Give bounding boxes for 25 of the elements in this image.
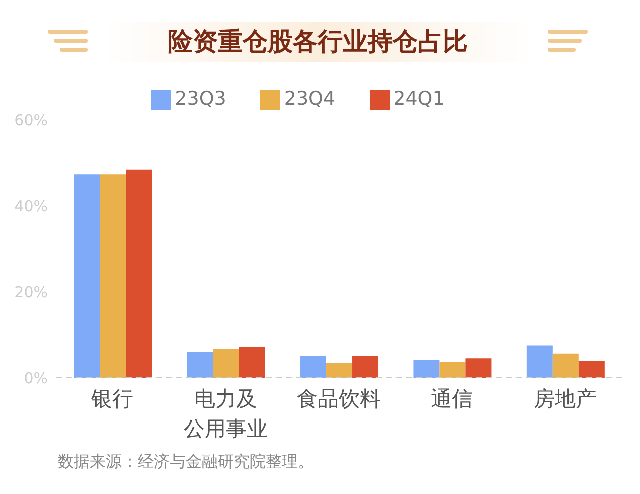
bar [440,362,466,378]
bar [213,349,240,378]
bar [326,362,353,378]
chart-title: 险资重仓股各行业持仓占比 [167,26,469,58]
bar [74,174,100,378]
bar [466,358,492,378]
legend-label: 23Q4 [284,88,336,110]
source-note: 数据来源：经济与金融研究院整理。 [58,452,314,473]
legend-label: 23Q3 [175,88,226,110]
bar [526,346,553,378]
bar [352,356,379,378]
x-tick-label: 银行 [90,387,134,411]
bar [300,356,327,378]
x-tick-label: 食品饮料 [297,387,381,411]
legend-label: 24Q1 [394,88,445,110]
x-tick-label: 房地产 [534,387,597,411]
bar [126,170,152,378]
bar [100,174,126,378]
x-tick-label: 电力及公用事业 [184,387,268,441]
bar [414,360,440,378]
bar [187,352,214,378]
bar [239,347,266,378]
bar [552,354,579,378]
bar [578,361,605,378]
x-tick-label: 通信 [431,387,474,411]
